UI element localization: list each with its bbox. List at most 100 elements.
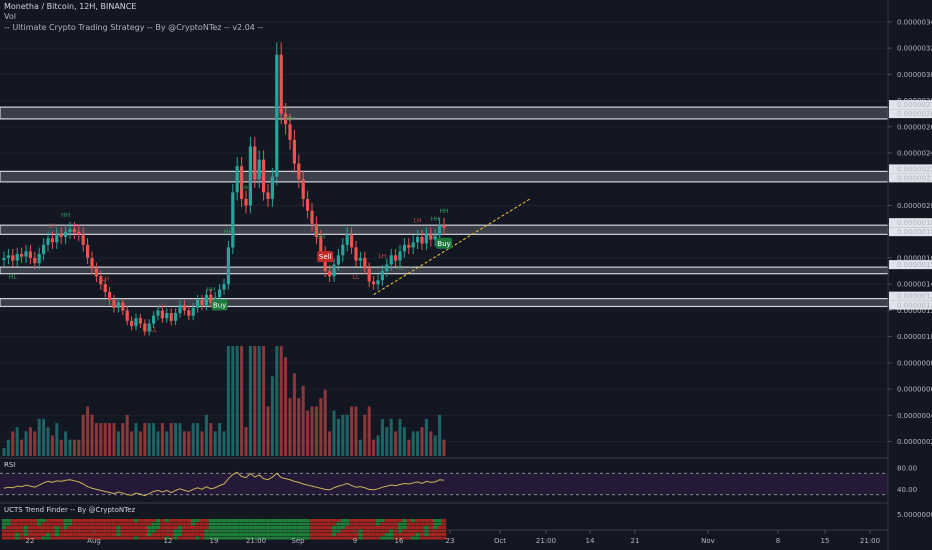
trend-cell	[287, 522, 293, 526]
candle-body	[244, 198, 248, 206]
time-axis[interactable]: 22 Aug 12 19 21:00 Sep 9 16 23 Oct 21:00 14 21 Nov 8 15…	[26, 530, 881, 545]
candlesticks[interactable]	[2, 42, 446, 336]
trend-cell	[411, 529, 416, 533]
trend-cell	[270, 519, 275, 522]
volume-bar	[68, 439, 72, 456]
candle-body	[24, 251, 28, 257]
trend-cell	[270, 533, 275, 536]
candle	[143, 319, 147, 336]
candle-body	[380, 271, 384, 281]
trend-cell	[23, 529, 29, 533]
trend-cell	[85, 522, 90, 526]
trend-cell	[199, 522, 205, 526]
trend-cell	[428, 536, 433, 540]
trend-cell	[397, 533, 403, 536]
trend-cell	[230, 529, 235, 533]
trend-cell	[15, 533, 20, 536]
candle	[130, 316, 134, 331]
volume-bar	[350, 406, 354, 456]
time-tick-label: Aug	[87, 537, 101, 545]
trend-cell	[397, 526, 403, 529]
candle	[11, 248, 15, 267]
trend-cell	[111, 522, 117, 526]
trend-cell	[362, 536, 367, 540]
trend-cell	[340, 533, 345, 536]
trend-cell	[428, 526, 433, 529]
trend-cell	[213, 519, 218, 522]
trend-cell	[336, 519, 341, 522]
trend-cell	[309, 533, 315, 536]
price-tick-label: 0.00000300	[897, 71, 932, 79]
trend-cell	[54, 529, 59, 533]
trend-cell	[397, 522, 403, 526]
trend-cell	[177, 536, 183, 540]
candle-body	[389, 255, 393, 265]
trend-cell	[72, 529, 77, 533]
candle-body	[341, 244, 345, 256]
zone-price-label: 0.00000184	[897, 219, 932, 227]
trend-cell	[389, 536, 394, 540]
trend-cell	[195, 533, 200, 536]
trend-cell	[28, 522, 33, 526]
trend-cell	[301, 536, 306, 540]
trend-cell	[191, 536, 196, 540]
trend-cell	[384, 522, 389, 526]
trend-cell	[169, 526, 174, 529]
zone-price-tag	[889, 291, 932, 301]
trend-cell	[424, 519, 429, 522]
trend-cell	[45, 519, 51, 522]
trade-label-box	[317, 251, 334, 263]
trend-cell	[45, 526, 51, 529]
trend-cell	[428, 529, 433, 533]
candle-body	[275, 54, 279, 177]
trend-cell	[270, 526, 275, 529]
trend-cell	[433, 522, 438, 526]
trend-cell	[164, 519, 169, 522]
rsi-pane[interactable]	[0, 471, 888, 497]
trend-cell	[362, 526, 367, 529]
price-axis[interactable]: 0.000003400.000003200.000003000.00000280…	[887, 0, 932, 550]
volume-bar	[244, 427, 248, 456]
candle-body	[358, 257, 362, 261]
trend-cell	[428, 522, 433, 526]
candle	[103, 278, 107, 298]
trend-cell	[76, 519, 81, 522]
trend-cell	[147, 536, 152, 540]
pivot-label: LL	[150, 326, 157, 333]
trend-cell	[402, 529, 407, 533]
trend-cell	[384, 519, 389, 522]
candle	[380, 265, 384, 286]
volume-bar	[218, 423, 222, 456]
candle	[55, 227, 59, 249]
trend-cell	[230, 533, 235, 536]
trend-cell	[129, 522, 134, 526]
trend-cell	[142, 536, 147, 540]
candle	[200, 294, 204, 311]
trend-cell	[336, 529, 341, 533]
trend-cell	[155, 533, 161, 536]
price-tick-label: 0.00000040	[897, 412, 932, 420]
trend-cell	[147, 522, 152, 526]
trend-cell	[230, 519, 235, 522]
candle-body	[191, 307, 195, 316]
trend-cell	[406, 526, 411, 529]
trend-cell	[1, 519, 7, 522]
candle-body	[178, 305, 182, 314]
time-tick-label: 19	[210, 537, 219, 545]
time-tick-label: 14	[586, 537, 595, 545]
volume-bar	[266, 406, 270, 456]
pivot-label: HH	[285, 116, 294, 123]
volume-bar	[429, 431, 433, 456]
trend-cell	[331, 522, 337, 526]
trend-cell	[217, 533, 222, 536]
trend-cell	[50, 526, 55, 529]
trend-cell	[41, 536, 46, 540]
trend-cell	[151, 519, 156, 522]
trend-cell	[204, 533, 209, 536]
trend-cell	[177, 529, 183, 533]
pivot-label: LH	[101, 275, 109, 282]
volume-bar	[94, 423, 98, 456]
volume-bar	[178, 423, 182, 456]
candle-body	[143, 323, 147, 332]
